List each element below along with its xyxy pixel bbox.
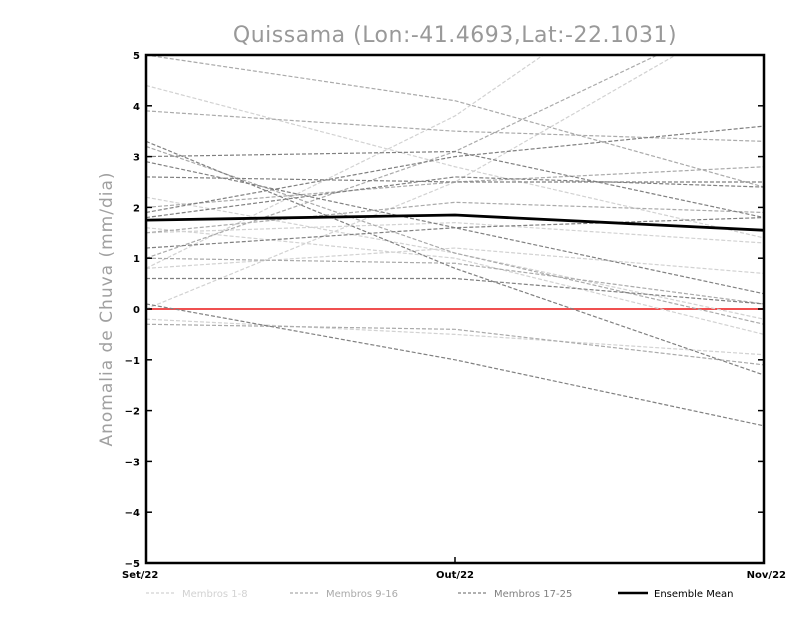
- series-line-member-14: [146, 257, 764, 305]
- y-tick-label: 0: [133, 305, 140, 316]
- series-line-member-24: [146, 277, 764, 305]
- series-line-member-19: [146, 125, 764, 214]
- x-tick-label: Nov/22: [747, 570, 786, 581]
- series-line-member-8: [146, 227, 764, 335]
- series-line-member-25: [146, 176, 764, 183]
- series-line-member-21: [146, 303, 764, 427]
- series-line-ensemble-mean: [146, 213, 764, 232]
- x-tick-label: Set/22: [122, 570, 158, 581]
- legend-label: Membros 1-8: [182, 589, 248, 600]
- series-line-member-10: [146, 110, 764, 142]
- series-line-member-23: [146, 140, 764, 376]
- series-layer: [146, 55, 764, 427]
- series-line-member-9: [146, 55, 764, 188]
- y-tick-label: −1: [125, 356, 140, 367]
- series-line-member-17: [146, 150, 764, 219]
- series-line-member-7: [146, 247, 764, 275]
- legend-label: Ensemble Mean: [654, 589, 733, 600]
- series-line-member-20: [146, 176, 764, 219]
- y-tick-label: 5: [133, 51, 140, 62]
- y-axis-label: Anomalia de Chuva (mm/dia): [97, 171, 117, 446]
- y-tick-label: 1: [133, 254, 140, 265]
- series-line-member-2: [146, 84, 764, 239]
- series-line-member-15: [146, 145, 764, 325]
- y-tick-label: −3: [125, 457, 140, 468]
- chart-title: Quissama (Lon:-41.4693,Lat:-22.1031): [233, 23, 677, 48]
- y-tick-label: 4: [133, 102, 140, 113]
- y-tick-label: 3: [133, 153, 140, 164]
- legend-label: Membros 17-25: [494, 589, 572, 600]
- y-tick-label: −5: [125, 559, 140, 570]
- series-line-member-22: [146, 216, 764, 249]
- y-tick-label: 2: [133, 203, 140, 214]
- x-tick-label: Out/22: [436, 570, 474, 581]
- series-line-member-6: [146, 222, 764, 244]
- y-tick-label: −4: [125, 508, 140, 519]
- y-tick-label: −2: [125, 407, 140, 418]
- legend: Membros 1-8 Membros 9-16 Membros 17-25 Ense…: [146, 589, 733, 600]
- plot-frame: [144, 53, 766, 565]
- series-line-member-5: [146, 318, 764, 356]
- series-line-member-13: [146, 323, 764, 366]
- legend-label: Membros 9-16: [326, 589, 398, 600]
- series-line-member-12: [146, 201, 764, 234]
- series-line-member-1: [146, 55, 677, 310]
- series-line-member-16: [146, 166, 764, 208]
